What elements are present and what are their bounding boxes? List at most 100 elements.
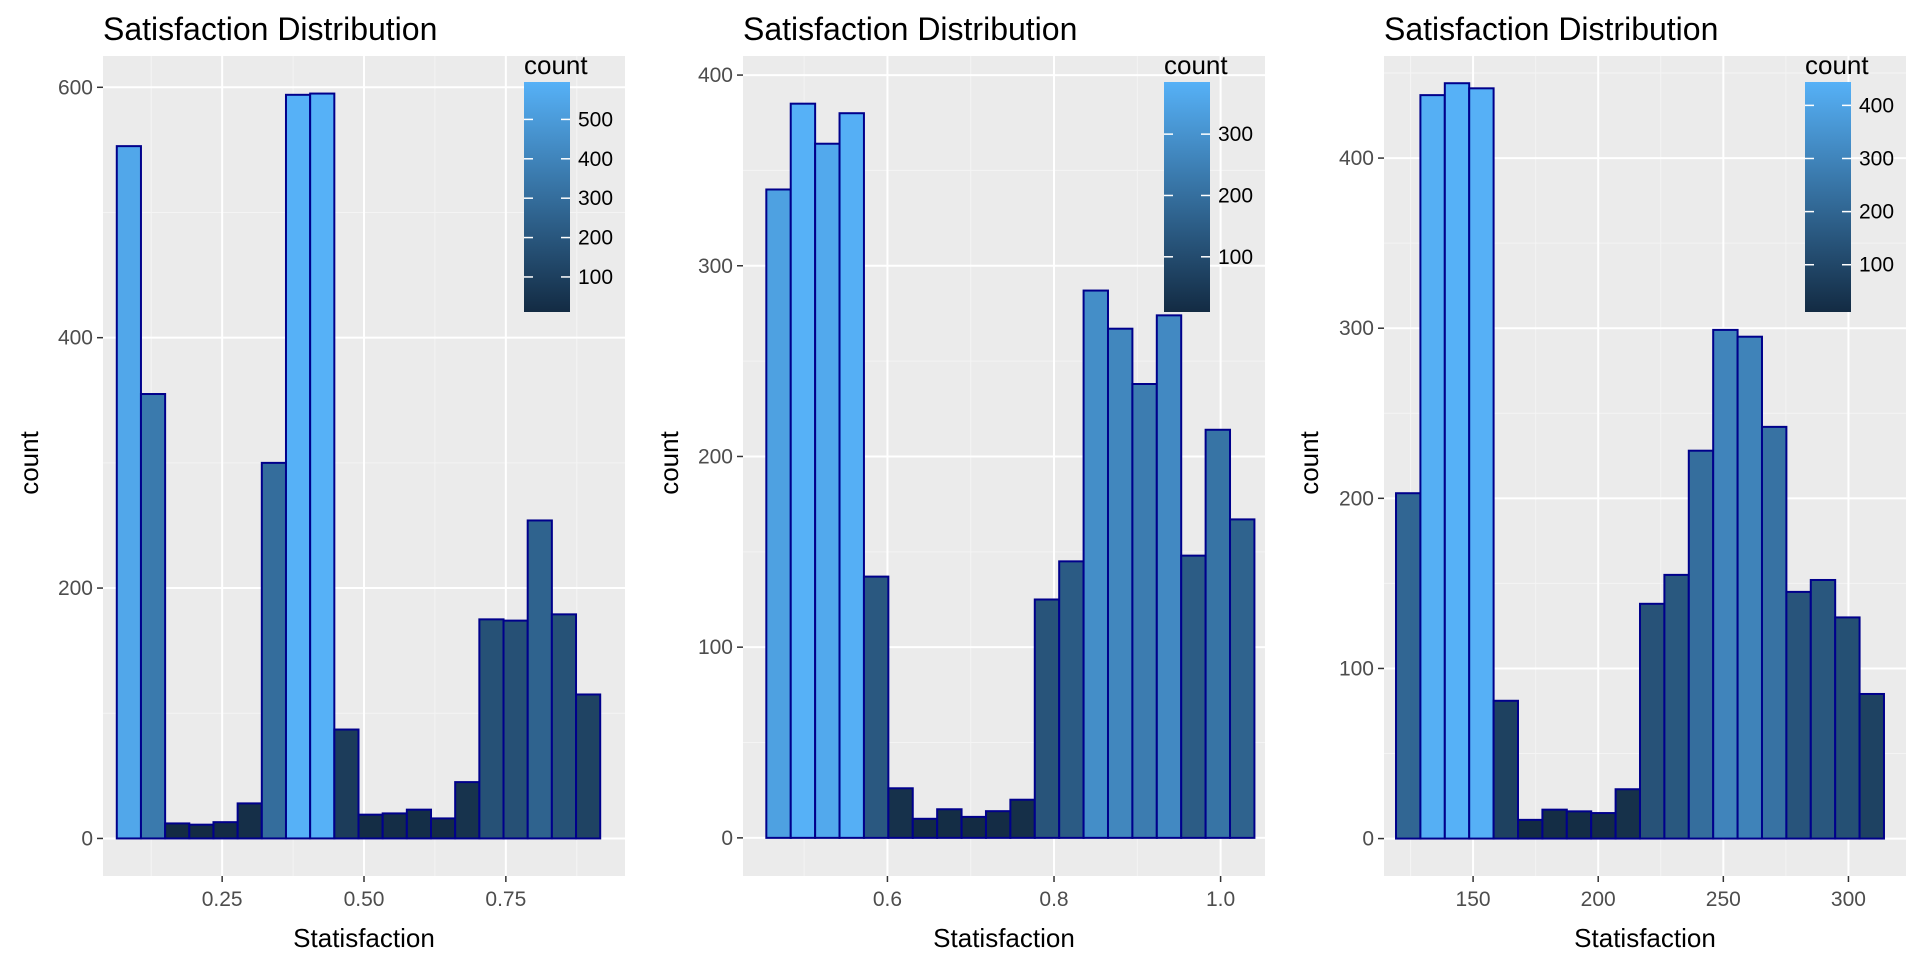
histogram-bar — [1517, 818, 1544, 840]
histogram-bar — [1541, 808, 1568, 840]
histogram-bar — [1106, 327, 1134, 839]
histogram-bar — [1395, 492, 1422, 840]
histogram-bar — [284, 93, 312, 840]
histogram-bar — [115, 145, 142, 840]
histogram-bar — [1614, 788, 1641, 840]
histogram-bar — [1033, 598, 1061, 839]
histogram-bar — [814, 142, 841, 839]
y-tick-label: 100 — [698, 636, 733, 659]
histogram-bar — [887, 787, 914, 839]
histogram-bar — [984, 810, 1012, 839]
y-tick-label: 200 — [58, 577, 93, 600]
x-tick-label: 200 — [1581, 888, 1616, 911]
y-tick-label: 400 — [698, 64, 733, 87]
histogram-bar — [454, 781, 481, 840]
y-tick-label: 0 — [1362, 828, 1374, 851]
legend: count 500 400 300 200 100 — [524, 50, 613, 312]
x-axis-title: Statisfaction — [1574, 923, 1716, 953]
histogram-bar — [236, 802, 263, 840]
histogram-bar — [333, 728, 360, 840]
x-tick-label: 150 — [1456, 888, 1491, 911]
histogram-bar — [1492, 699, 1520, 840]
x-tick-label: 0.8 — [1039, 888, 1068, 911]
histogram-bar — [526, 519, 553, 840]
histogram-bar — [1155, 314, 1183, 839]
legend-title: count — [1805, 50, 1869, 80]
x-tick-label: 0.6 — [873, 888, 902, 911]
histogram-bar — [789, 102, 817, 839]
histogram-bar — [1082, 289, 1109, 839]
histogram-bar — [1687, 449, 1715, 840]
histogram-bar — [405, 808, 433, 840]
histogram-bar — [1858, 692, 1885, 840]
histogram-bar — [164, 822, 191, 840]
histogram-bar — [139, 393, 167, 840]
histogram-bar — [1229, 518, 1256, 839]
histogram-bar — [212, 821, 239, 840]
histogram-bar — [575, 693, 602, 840]
histogram-bar — [188, 823, 215, 840]
chart-title: Satisfaction Distribution — [1384, 11, 1718, 47]
legend-label: 200 — [1859, 201, 1894, 224]
histogram-bar — [1009, 798, 1036, 839]
x-tick-label: 250 — [1706, 888, 1741, 911]
x-tick-label: 1.0 — [1206, 888, 1235, 911]
histogram-bar — [1443, 82, 1471, 840]
histogram-bar — [502, 619, 529, 840]
x-tick-label: 0.50 — [344, 888, 385, 911]
y-axis-title: count — [654, 430, 684, 494]
y-tick-label: 300 — [1339, 317, 1374, 340]
legend-title: count — [1164, 50, 1228, 80]
legend-label: 300 — [578, 187, 613, 210]
chart-title: Satisfaction Distribution — [743, 11, 1077, 47]
histogram-bar — [1590, 812, 1617, 840]
histogram-bar — [765, 188, 792, 839]
histogram-bar — [1638, 602, 1666, 840]
y-tick-label: 0 — [81, 827, 93, 850]
y-tick-label: 400 — [1339, 147, 1374, 170]
y-tick-label: 400 — [58, 327, 93, 350]
histogram-bar — [862, 575, 890, 839]
x-tick-label: 0.25 — [202, 888, 243, 911]
histogram-bar — [1058, 560, 1085, 839]
legend: count 400 300 200 100 — [1805, 50, 1894, 312]
x-tick-label: 0.75 — [485, 888, 526, 911]
y-tick-label: 100 — [1339, 657, 1374, 680]
legend-label: 200 — [1218, 184, 1253, 207]
legend-label: 300 — [1859, 147, 1894, 170]
legend-label: 300 — [1218, 123, 1253, 146]
x-axis-title: Statisfaction — [933, 923, 1075, 953]
legend-label: 400 — [578, 148, 613, 171]
histogram-bar — [1760, 425, 1788, 840]
histogram-bar — [381, 812, 408, 840]
histogram-bar — [911, 817, 939, 839]
histogram-bar — [357, 813, 384, 840]
legend-label: 500 — [578, 108, 613, 131]
x-tick-label: 300 — [1831, 888, 1866, 911]
y-axis-title: count — [14, 430, 44, 494]
histogram-bar — [1468, 87, 1495, 840]
legend-label: 400 — [1859, 94, 1894, 117]
legend-colorbar — [524, 82, 570, 312]
histogram-bar — [838, 112, 865, 839]
legend-label: 200 — [578, 227, 613, 250]
y-tick-label: 600 — [58, 76, 93, 99]
y-tick-label: 0 — [721, 827, 733, 850]
legend-title: count — [524, 50, 588, 80]
histogram-bar — [1565, 810, 1593, 840]
histogram-bar — [960, 815, 987, 839]
y-tick-label: 200 — [1339, 487, 1374, 510]
legend-colorbar — [1164, 82, 1210, 312]
chart-panel-1: Satisfaction Distribution Statisfaction … — [14, 11, 625, 953]
x-axis-title: Statisfaction — [293, 923, 435, 953]
legend-label: 100 — [1218, 246, 1253, 269]
histogram-bar — [1809, 578, 1837, 840]
histogram-bar — [1204, 428, 1232, 839]
histogram-bar — [1834, 616, 1861, 840]
histogram-bar — [1180, 554, 1207, 839]
histogram-bar — [309, 92, 336, 840]
histogram-bar — [1131, 383, 1158, 839]
y-axis-title: count — [1294, 430, 1324, 494]
